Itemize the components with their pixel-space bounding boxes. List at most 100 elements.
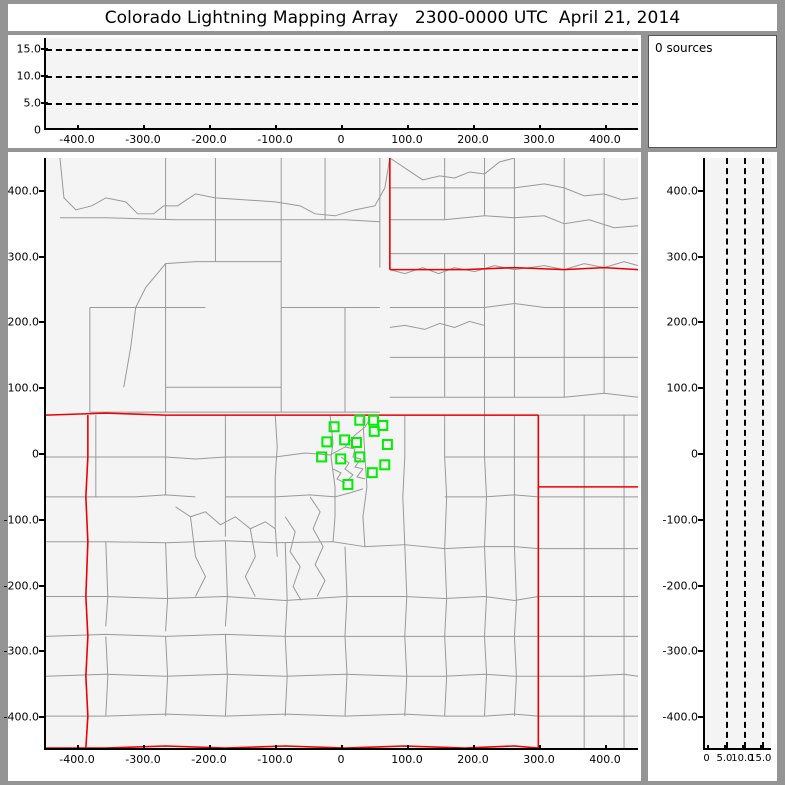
gridline <box>46 102 638 105</box>
gridline <box>744 158 747 748</box>
x-tick-label: 100.0 <box>391 133 423 146</box>
y-tick-label: 100.0 <box>7 381 40 395</box>
map-x-axis: -400.0 -300.0 -200.0 -100.0 0 100.0 200.0 300.0… <box>44 745 638 770</box>
source-marker <box>328 421 340 433</box>
y-tick-label: 200.0 <box>7 315 40 329</box>
x-tick-label: -200.0 <box>191 753 227 766</box>
y-tick-mark <box>698 716 705 719</box>
time-height-plot-area[interactable] <box>44 38 638 130</box>
x-tick-mark <box>275 125 277 130</box>
y-tick-label: 300.0 <box>666 250 699 264</box>
x-tick-mark <box>742 745 745 750</box>
y-tick-mark <box>39 716 46 719</box>
page-title: Colorado Lightning Mapping Array 2300-00… <box>104 7 681 28</box>
y-tick-mark <box>39 518 46 521</box>
y-tick-label: -200.0 <box>662 579 698 593</box>
height-profile-plot-area[interactable] <box>703 158 771 750</box>
y-tick-mark <box>698 584 705 587</box>
x-tick-mark <box>341 745 343 750</box>
x-tick-mark <box>539 745 541 750</box>
source-marker <box>339 434 351 446</box>
x-tick-label: -400.0 <box>59 133 95 146</box>
x-tick-label: 5.0 <box>716 753 733 764</box>
x-tick-label: 300.0 <box>523 753 555 766</box>
gridline <box>46 48 638 51</box>
time-height-x-axis: -400.0 -300.0 -200.0 -100.0 0 100.0 200.0 300.0… <box>44 125 638 148</box>
y-tick-mark <box>698 387 705 390</box>
y-tick-mark <box>39 321 46 324</box>
x-tick-label: 0 <box>337 133 345 146</box>
x-tick-label: 400.0 <box>589 753 621 766</box>
y-tick-mark <box>39 650 46 653</box>
y-tick-label: -300.0 <box>662 644 698 658</box>
source-marker <box>366 467 378 479</box>
source-marker <box>381 438 393 450</box>
y-tick-mark <box>698 518 705 521</box>
x-tick-mark <box>407 745 409 750</box>
y-tick-label: 200.0 <box>666 315 699 329</box>
denver-metro-detail <box>332 446 366 484</box>
y-tick-label: -300.0 <box>3 644 39 658</box>
y-tick-mark <box>41 47 48 50</box>
y-tick-label: 0 <box>691 447 698 461</box>
source-marker <box>377 419 389 431</box>
x-tick-label: 10.0 <box>731 753 754 764</box>
lightning-source-markers <box>316 414 393 490</box>
y-tick-label: 400.0 <box>666 184 699 198</box>
source-marker <box>316 451 328 463</box>
state-boundaries <box>46 158 638 748</box>
y-tick-label: 0 <box>34 123 41 137</box>
plan-view-map-panel: 400.0 300.0 200.0 100.0 0 -100.0 -200.0 -300.0-… <box>4 152 641 781</box>
y-tick-mark <box>698 255 705 258</box>
y-tick-label: -400.0 <box>662 710 698 724</box>
y-tick-mark <box>39 255 46 258</box>
gridline <box>762 158 765 748</box>
sources-count-label: 0 sources <box>655 41 713 55</box>
x-tick-label: -300.0 <box>125 133 161 146</box>
y-tick-label: 10.0 <box>16 69 42 83</box>
source-marker <box>350 437 362 448</box>
y-tick-mark <box>698 453 705 455</box>
y-tick-label: 100.0 <box>666 381 699 395</box>
x-tick-label: 400.0 <box>589 133 621 146</box>
y-tick-label: 400.0 <box>7 184 40 198</box>
y-tick-label: -200.0 <box>3 579 39 593</box>
x-tick-mark <box>77 745 79 750</box>
x-tick-label: 0 <box>337 753 345 766</box>
y-tick-mark <box>698 321 705 324</box>
x-tick-mark <box>724 745 727 750</box>
height-profile-panel: 400.0 300.0 200.0 100.0 0 -100.0 -200.0 -300.0 -… <box>648 152 777 781</box>
height-profile-x-axis: 0 5.0 10.0 15.0 <box>703 745 772 770</box>
y-tick-mark <box>41 101 48 104</box>
x-tick-label: -300.0 <box>125 753 161 766</box>
y-tick-mark <box>39 584 46 587</box>
x-tick-mark <box>143 125 145 130</box>
source-marker <box>368 414 380 426</box>
x-tick-mark <box>275 745 277 750</box>
y-tick-mark <box>39 387 46 390</box>
x-tick-mark <box>143 745 145 750</box>
y-tick-mark <box>698 189 705 192</box>
y-tick-mark <box>41 74 48 77</box>
sources-count-panel: 0 sources <box>648 35 777 148</box>
x-tick-mark <box>209 745 211 750</box>
y-tick-label: 5.0 <box>23 96 42 110</box>
county-boundaries <box>46 158 638 748</box>
x-tick-mark <box>407 125 409 130</box>
gridline <box>46 75 638 78</box>
plan-view-plot-area[interactable] <box>44 158 638 750</box>
source-marker <box>354 414 366 426</box>
y-tick-label: 300.0 <box>7 250 40 264</box>
x-tick-label: 200.0 <box>457 133 489 146</box>
x-tick-mark <box>77 125 79 130</box>
time-height-panel: 0 5.0 10.0 15.0 -400.0 -300.0 -200.0 -100.0 0 10… <box>8 35 641 148</box>
source-marker <box>354 451 366 463</box>
y-tick-label: 15.0 <box>16 42 42 56</box>
source-marker <box>342 478 354 490</box>
x-tick-label: 0 <box>703 753 710 764</box>
source-marker <box>321 436 333 448</box>
x-tick-label: 15.0 <box>749 753 772 764</box>
x-tick-label: -400.0 <box>59 753 95 766</box>
x-tick-mark <box>209 125 211 130</box>
